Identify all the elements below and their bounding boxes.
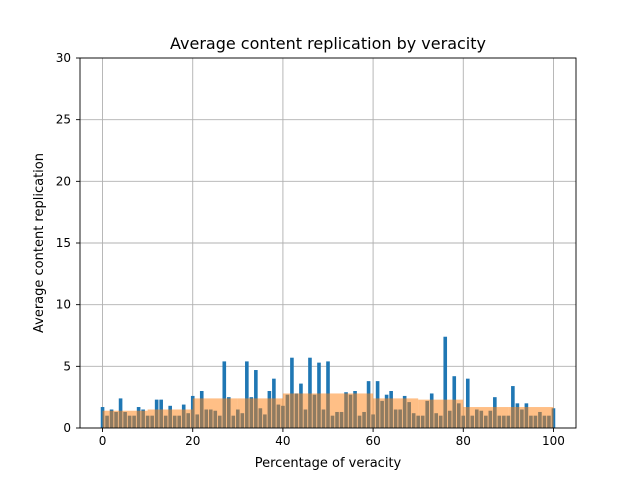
y-tick-label: 10 bbox=[56, 298, 71, 312]
x-tick-label: 100 bbox=[542, 434, 565, 448]
x-axis-label: Percentage of veracity bbox=[255, 456, 402, 471]
y-axis-label: Average content replication bbox=[32, 153, 47, 333]
y-tick-label: 30 bbox=[56, 51, 71, 65]
x-tick-label: 60 bbox=[365, 434, 380, 448]
x-tick-label: 0 bbox=[99, 434, 107, 448]
x-tick-label: 80 bbox=[456, 434, 471, 448]
y-tick-label: 20 bbox=[56, 174, 71, 188]
orange-bar bbox=[147, 409, 193, 428]
y-tick-label: 0 bbox=[63, 421, 71, 435]
y-tick-label: 15 bbox=[56, 236, 71, 250]
blue-bar bbox=[443, 336, 448, 428]
y-tick-label: 5 bbox=[63, 359, 71, 373]
orange-bar bbox=[463, 407, 509, 428]
blue-bar bbox=[290, 357, 294, 428]
blue-bar bbox=[245, 361, 249, 428]
series-orange-bars bbox=[102, 393, 554, 428]
axis-ticks: 0 20 40 60 80 100 0 5 10 15 20 25 30 bbox=[56, 51, 565, 448]
y-tick-label: 25 bbox=[56, 113, 71, 127]
orange-bar bbox=[508, 407, 554, 428]
orange-bar bbox=[373, 398, 419, 428]
orange-bar bbox=[418, 399, 464, 428]
blue-bar bbox=[308, 357, 312, 428]
x-tick-label: 40 bbox=[275, 434, 290, 448]
orange-bar bbox=[237, 398, 283, 428]
orange-bar bbox=[102, 410, 148, 428]
orange-bar bbox=[282, 393, 328, 428]
blue-bar bbox=[465, 378, 470, 428]
chart-title: Average content replication by veracity bbox=[170, 34, 486, 53]
blue-bar bbox=[222, 361, 227, 428]
x-tick-label: 20 bbox=[185, 434, 200, 448]
orange-bar bbox=[328, 393, 374, 428]
orange-bar bbox=[192, 398, 238, 428]
